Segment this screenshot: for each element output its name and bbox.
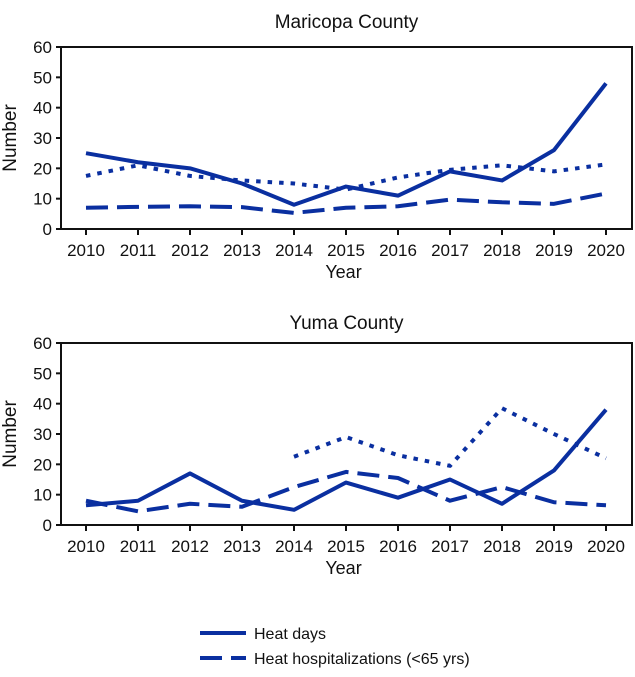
y-tick-label: 10	[33, 486, 52, 505]
x-tick-label: 2010	[67, 537, 105, 556]
y-axis-label: Number	[0, 400, 21, 468]
x-tick-label: 2018	[483, 241, 521, 260]
y-tick-label: 50	[33, 68, 52, 87]
x-tick-label: 2020	[587, 241, 625, 260]
y-tick-label: 20	[33, 455, 52, 474]
x-tick-label: 2015	[327, 241, 365, 260]
legend: Heat days Heat hospitalizations (<65 yrs)…	[200, 626, 473, 677]
y-axis-label: Number	[0, 104, 21, 172]
y-tick-label: 40	[33, 99, 52, 118]
y-tick-label: 60	[33, 38, 52, 57]
x-tick-label: 2016	[379, 537, 417, 556]
x-tick-label: 2015	[327, 537, 365, 556]
x-tick-label: 2019	[535, 241, 573, 260]
y-tick-label: 30	[33, 425, 52, 444]
x-tick-label: 2019	[535, 537, 573, 556]
panel-yuma-county: Yuma County 0 10 20 30 40 50 60 2010 2011 2012 2013…	[0, 313, 633, 578]
x-tick-label: 2013	[223, 241, 261, 260]
x-tick-label: 2012	[171, 537, 209, 556]
legend-label: Heat hospitalizations (<65 yrs)	[254, 651, 470, 668]
x-tick-label: 2020	[587, 537, 625, 556]
legend-label: Heat days	[254, 626, 326, 643]
x-axis-label: Year	[325, 558, 361, 578]
plot-frame	[60, 46, 633, 230]
y-tick-label: 20	[33, 159, 52, 178]
x-tick-label: 2016	[379, 241, 417, 260]
y-tick-label: 0	[43, 516, 52, 535]
y-tick-label: 10	[33, 190, 52, 209]
y-tick-label: 40	[33, 395, 52, 414]
x-tick-label: 2012	[171, 241, 209, 260]
y-tick-label: 60	[33, 334, 52, 353]
x-tick-label: 2017	[431, 241, 469, 260]
series-line-dashed	[85, 191, 607, 215]
panel-maricopa-county: Maricopa County 0 10 20 30 40 50 60 2010 2011 2012…	[0, 12, 633, 282]
series-line-solid	[85, 408, 608, 512]
x-axis-label: Year	[325, 262, 361, 282]
chart-title: Yuma County	[289, 313, 404, 334]
chart-title: Maricopa County	[275, 12, 419, 33]
x-tick-label: 2018	[483, 537, 521, 556]
series-line-dashed	[85, 469, 607, 514]
y-tick-label: 30	[33, 129, 52, 148]
series-line-dotted	[293, 406, 607, 468]
y-tick-label: 50	[33, 364, 52, 383]
x-tick-label: 2017	[431, 537, 469, 556]
x-tick-label: 2011	[120, 537, 157, 556]
series-line-dotted	[85, 162, 607, 192]
x-tick-label: 2010	[67, 241, 105, 260]
x-tick-label: 2011	[120, 241, 157, 260]
x-tick-label: 2014	[275, 241, 313, 260]
x-tick-label: 2013	[223, 537, 261, 556]
x-tick-label: 2014	[275, 537, 313, 556]
y-tick-label: 0	[43, 220, 52, 239]
